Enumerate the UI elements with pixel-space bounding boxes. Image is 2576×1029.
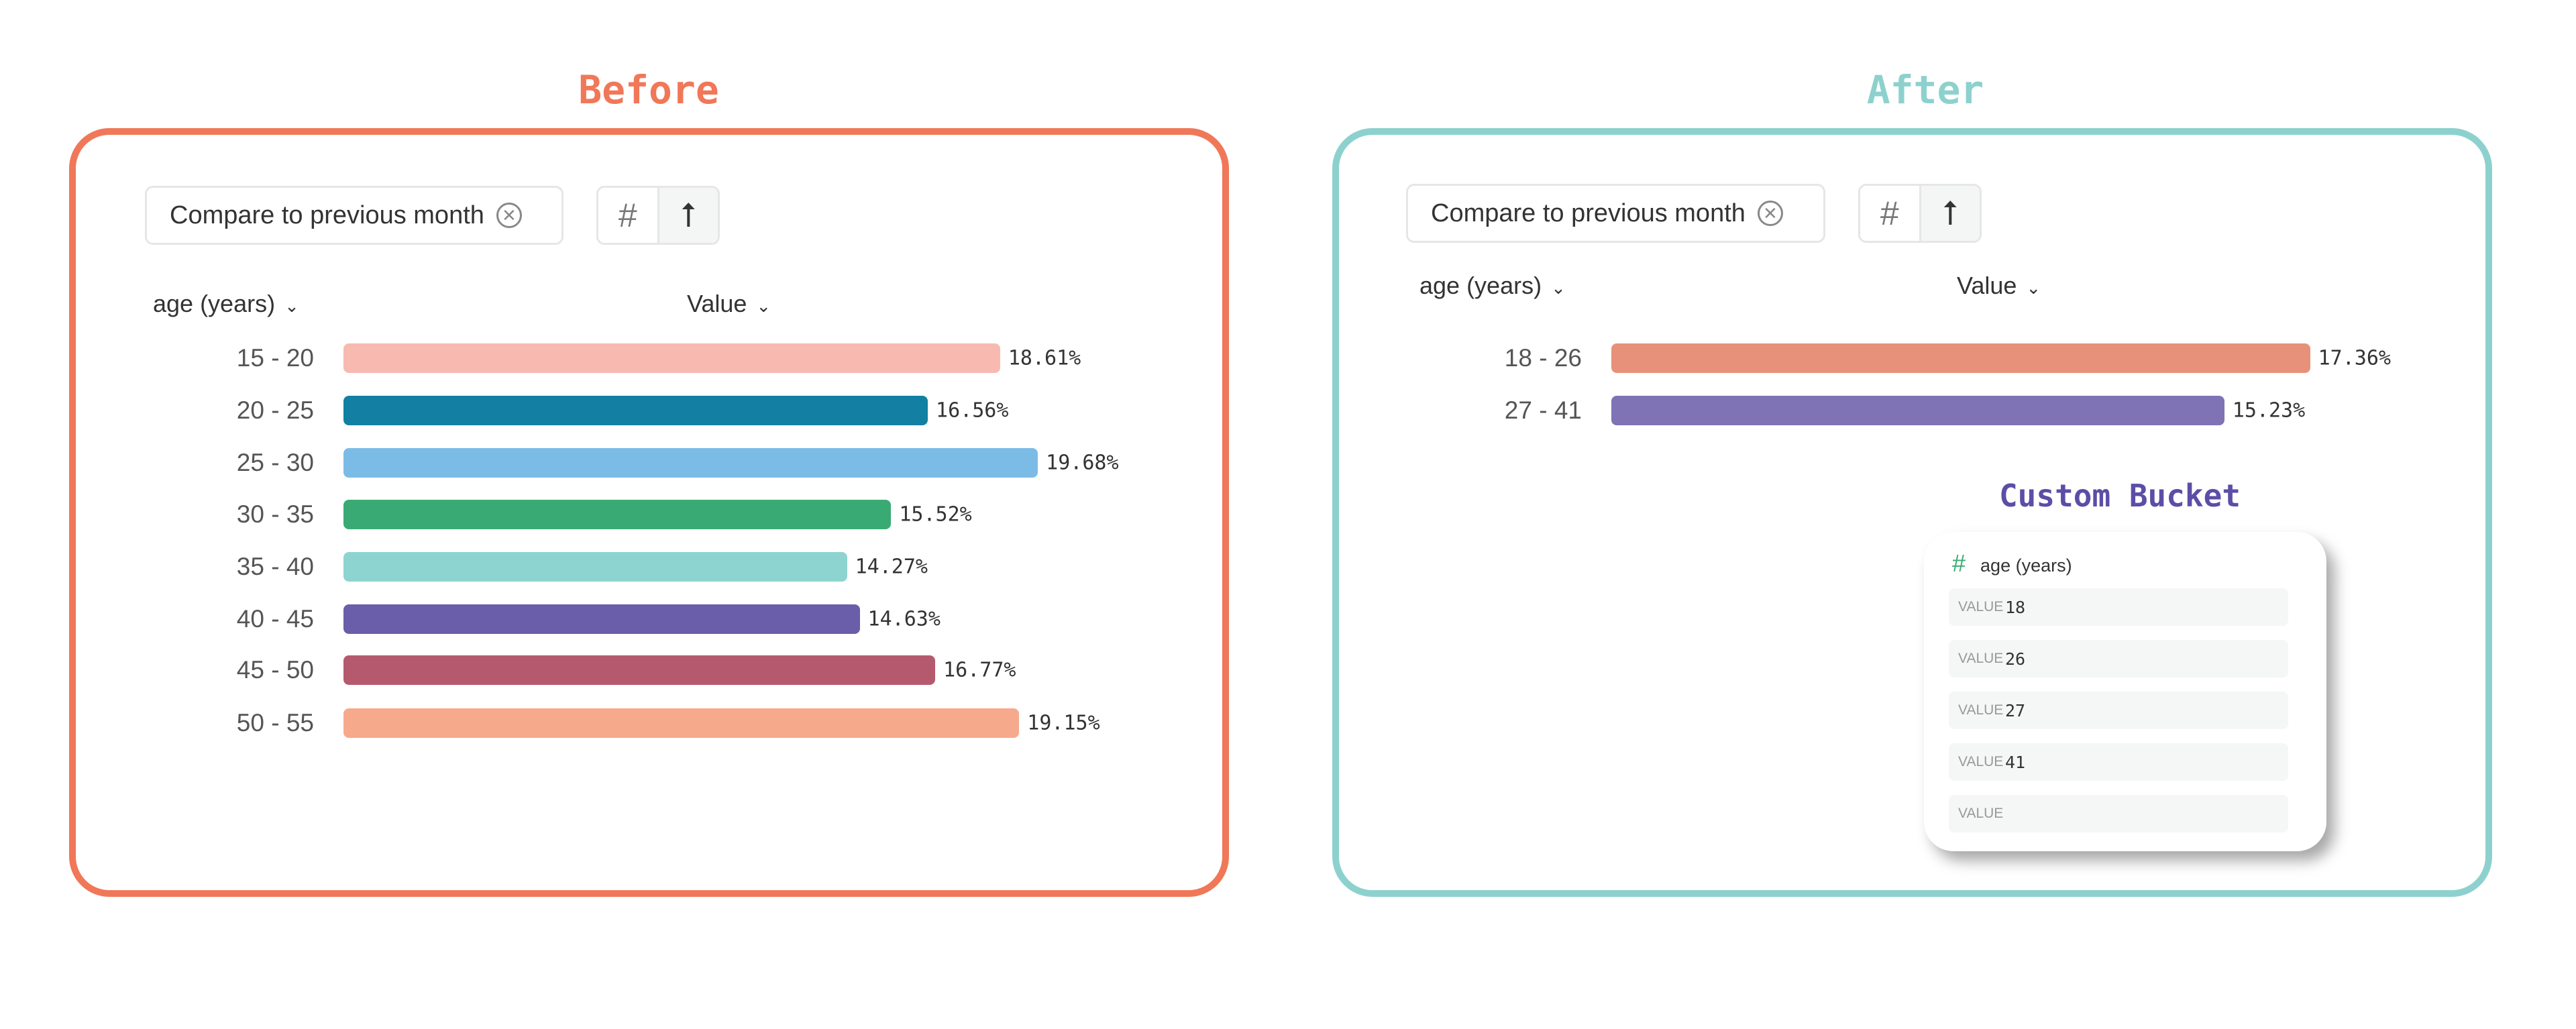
compare-button[interactable]: Compare to previous month ✕	[145, 186, 564, 245]
chevron-down-icon: ⌄	[2026, 278, 2041, 298]
bar[interactable]	[343, 655, 936, 685]
bar[interactable]	[1611, 396, 2224, 425]
category-label: 15 - 20	[236, 344, 314, 372]
hash-icon[interactable]: #	[618, 197, 637, 234]
bar[interactable]	[343, 343, 1000, 373]
value-label: 15.52%	[899, 502, 972, 527]
bar[interactable]	[343, 604, 860, 634]
bar[interactable]	[343, 448, 1038, 478]
bar[interactable]	[343, 396, 928, 425]
value-label: 18.61%	[1008, 346, 1081, 370]
close-circle-icon[interactable]: ✕	[1757, 201, 1783, 226]
value-text: 41	[2005, 752, 2026, 772]
value-text: 27	[2005, 700, 2026, 720]
value-header[interactable]: Value ⌄	[1957, 272, 2041, 300]
bar[interactable]	[343, 708, 1020, 738]
chevron-down-icon: ⌄	[1551, 278, 1566, 298]
category-label: 20 - 25	[236, 396, 314, 424]
value-label: 19.68%	[1046, 451, 1119, 475]
sort-arrow-icon[interactable]: ⭡	[1919, 186, 1980, 241]
value-label: Value	[1957, 272, 2017, 299]
display-toggle: # ⭡	[596, 186, 720, 245]
value-key: VALUE	[1958, 754, 2004, 769]
dimension-label: age (years)	[153, 290, 276, 317]
value-label: 19.15%	[1027, 711, 1100, 735]
value-header[interactable]: Value ⌄	[687, 290, 771, 318]
value-key: VALUE	[1958, 599, 2004, 614]
before-title: Before	[578, 67, 719, 113]
bar[interactable]	[343, 500, 892, 529]
bar[interactable]	[343, 552, 847, 582]
before-panel	[69, 128, 1229, 897]
value-label: 14.27%	[855, 555, 928, 579]
after-panel	[1332, 128, 2492, 897]
dimension-header[interactable]: age (years) ⌄	[153, 290, 299, 318]
value-text: 26	[2005, 649, 2026, 669]
hash-icon: #	[1952, 549, 1966, 577]
custom-bucket-card: # age (years) VALUE 18 VALUE 26 VALUE 27 VALUE 4…	[1924, 532, 2326, 851]
compare-label: Compare to previous month	[170, 201, 484, 229]
sort-arrow-icon[interactable]: ⭡	[657, 188, 718, 243]
value-key: VALUE	[1958, 651, 2004, 666]
bucket-value-input[interactable]: VALUE 27	[1949, 692, 2288, 729]
custom-bucket-title: Custom Bucket	[1998, 478, 2241, 514]
bucket-value-input[interactable]: VALUE 41	[1949, 743, 2288, 781]
bucket-value-input[interactable]: VALUE	[1949, 795, 2288, 832]
category-label: 27 - 41	[1504, 396, 1582, 424]
value-label: Value	[687, 290, 747, 317]
category-label: 35 - 40	[236, 553, 314, 580]
bar[interactable]	[1611, 343, 2310, 373]
bucket-value-input[interactable]: VALUE 18	[1949, 588, 2288, 626]
category-label: 30 - 35	[236, 500, 314, 528]
close-circle-icon[interactable]: ✕	[496, 203, 522, 228]
compare-button[interactable]: Compare to previous month ✕	[1406, 184, 1825, 243]
category-label: 25 - 30	[236, 449, 314, 476]
value-label: 14.63%	[867, 607, 941, 631]
chevron-down-icon: ⌄	[756, 296, 771, 316]
after-title: After	[1866, 67, 1984, 113]
value-label: 17.36%	[2318, 346, 2391, 370]
value-key: VALUE	[1958, 806, 2004, 821]
bucket-value-input[interactable]: VALUE 26	[1949, 640, 2288, 678]
category-label: 50 - 55	[236, 709, 314, 737]
value-key: VALUE	[1958, 702, 2004, 718]
bucket-field-label: age (years)	[1980, 555, 2072, 576]
value-label: 16.77%	[943, 658, 1016, 682]
value-label: 16.56%	[936, 398, 1009, 423]
dimension-header[interactable]: age (years) ⌄	[1419, 272, 1566, 300]
chevron-down-icon: ⌄	[284, 296, 299, 316]
hash-icon[interactable]: #	[1880, 195, 1899, 232]
compare-label: Compare to previous month	[1431, 199, 1746, 227]
value-text: 18	[2005, 597, 2026, 617]
value-label: 15.23%	[2232, 398, 2306, 423]
dimension-label: age (years)	[1419, 272, 1542, 299]
category-label: 18 - 26	[1504, 344, 1582, 372]
category-label: 40 - 45	[236, 605, 314, 633]
category-label: 45 - 50	[236, 656, 314, 684]
display-toggle: # ⭡	[1858, 184, 1982, 243]
bucket-field: # age (years)	[1952, 549, 2072, 578]
